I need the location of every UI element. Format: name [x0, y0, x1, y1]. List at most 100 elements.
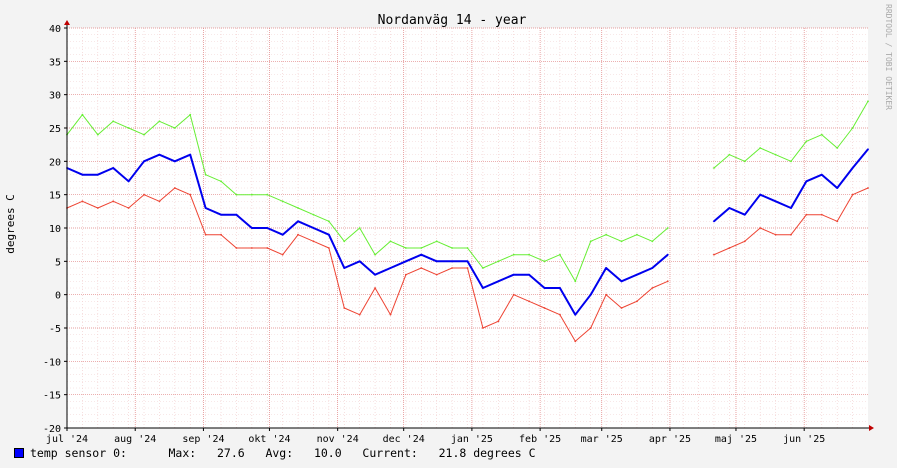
data-point	[235, 213, 238, 216]
data-point	[81, 113, 84, 116]
data-point	[173, 160, 176, 163]
legend-label: temp sensor 0:	[30, 446, 127, 460]
x-tick-label: aug '24	[114, 434, 156, 445]
data-point	[81, 173, 84, 176]
data-point	[759, 227, 762, 229]
data-point	[112, 167, 115, 169]
data-point	[636, 233, 638, 236]
x-axis-arrow	[869, 425, 874, 431]
data-point	[867, 187, 869, 189]
y-tick-label: 10	[49, 224, 61, 235]
data-point	[312, 227, 315, 229]
data-point	[158, 153, 161, 156]
data-point	[805, 180, 808, 183]
x-tick-label: mar '25	[581, 434, 623, 445]
x-tick-label: dec '24	[383, 434, 425, 445]
data-point	[281, 233, 284, 236]
y-tick-label: -10	[43, 357, 61, 368]
data-point	[143, 133, 145, 136]
data-point	[620, 307, 623, 309]
data-point	[404, 247, 407, 249]
data-point	[528, 300, 531, 303]
data-point	[743, 240, 746, 243]
legend-swatch-temp-sensor	[14, 448, 24, 458]
data-point	[774, 200, 777, 203]
y-tick-label: 15	[49, 191, 61, 202]
y-tick-label: 35	[49, 57, 61, 68]
legend-current-label: Current:	[362, 446, 418, 460]
data-point	[497, 320, 500, 323]
x-tick-label: feb '25	[519, 434, 561, 445]
data-point	[112, 200, 115, 203]
data-point	[543, 260, 546, 263]
chart-title: Nordanväg 14 - year	[378, 13, 527, 28]
y-tick-label: 0	[55, 291, 61, 302]
data-point	[404, 260, 407, 263]
data-point	[559, 287, 561, 289]
data-point	[790, 160, 792, 163]
data-point	[790, 207, 792, 209]
legend-current-value: 21.8 degrees C	[438, 446, 536, 460]
data-point	[81, 200, 84, 203]
data-point	[713, 220, 715, 223]
data-point	[482, 327, 484, 329]
legend-avg-label: Avg:	[265, 446, 294, 460]
y-tick-label: -15	[43, 391, 61, 402]
watermark: RRDTOOL / TOBI OETIKER	[884, 4, 893, 110]
data-point	[820, 213, 823, 216]
data-point	[374, 287, 376, 289]
data-point	[759, 147, 762, 149]
data-point	[574, 280, 577, 283]
data-point	[820, 173, 823, 176]
data-point	[451, 260, 453, 263]
data-point	[728, 247, 731, 249]
data-point	[728, 207, 731, 209]
data-point	[235, 193, 238, 196]
data-point	[343, 307, 346, 309]
data-point	[235, 247, 238, 249]
data-point	[204, 207, 207, 209]
data-point	[389, 313, 392, 316]
data-point	[620, 240, 623, 243]
data-point	[297, 220, 299, 223]
data-point	[96, 173, 99, 176]
data-point	[466, 260, 469, 263]
data-point	[389, 240, 392, 243]
data-point	[512, 273, 515, 276]
data-point	[420, 253, 423, 256]
x-tick-labels: jul '24 aug '24 sep '24 okt '24 nov '24 dec '…	[46, 434, 825, 445]
data-point	[389, 267, 392, 269]
data-point	[204, 233, 207, 236]
data-point	[327, 220, 330, 223]
data-point	[173, 187, 176, 189]
data-point	[867, 148, 869, 151]
data-point	[805, 213, 808, 216]
data-point	[651, 240, 654, 243]
data-point	[158, 120, 161, 123]
data-point	[250, 247, 253, 249]
data-point	[851, 167, 854, 169]
data-point	[189, 113, 192, 116]
data-point	[589, 240, 592, 243]
data-point	[112, 120, 115, 123]
data-point	[636, 300, 638, 303]
data-point	[343, 240, 346, 243]
data-point	[250, 193, 253, 196]
data-point	[743, 160, 746, 163]
data-point	[327, 247, 330, 249]
data-point	[173, 127, 176, 129]
y-tick-label: 5	[55, 257, 61, 268]
data-point	[358, 227, 361, 229]
data-point	[451, 247, 453, 249]
data-point	[790, 233, 792, 236]
data-point	[451, 267, 453, 269]
data-point	[250, 227, 253, 229]
data-point	[805, 140, 808, 143]
data-point	[605, 267, 608, 269]
data-point	[343, 267, 346, 269]
data-point	[543, 307, 546, 309]
legend: temp sensor 0: Max: 27.6 Avg: 10.0 Curre…	[14, 446, 536, 460]
data-point	[158, 200, 161, 203]
data-point	[620, 280, 623, 283]
